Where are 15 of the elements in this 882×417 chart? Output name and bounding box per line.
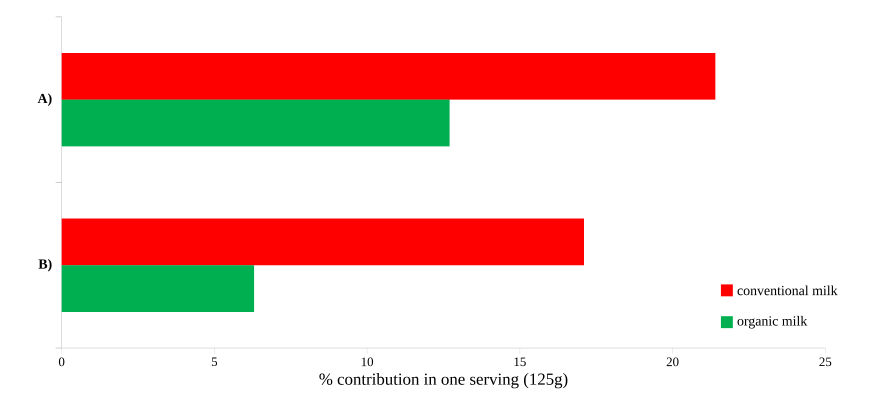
- bar: [62, 265, 254, 312]
- x-tick-label: 10: [362, 358, 374, 366]
- x-tick-label: 25: [819, 358, 832, 366]
- x-tick-label: 20: [666, 358, 679, 366]
- x-tick-label: 5: [212, 358, 218, 366]
- y-tick-label: A): [38, 94, 52, 106]
- y-tick-label: B): [38, 259, 52, 272]
- legend-label: conventional milk: [738, 286, 838, 296]
- x-tick-label: 15: [514, 358, 526, 366]
- x-axis-title: % contribution in one serving (125g): [319, 373, 568, 388]
- bar: [62, 218, 584, 266]
- x-tick-label: 0: [58, 358, 64, 366]
- legend-label: organic milk: [738, 316, 808, 329]
- bar: [62, 100, 450, 147]
- bar: [62, 53, 716, 100]
